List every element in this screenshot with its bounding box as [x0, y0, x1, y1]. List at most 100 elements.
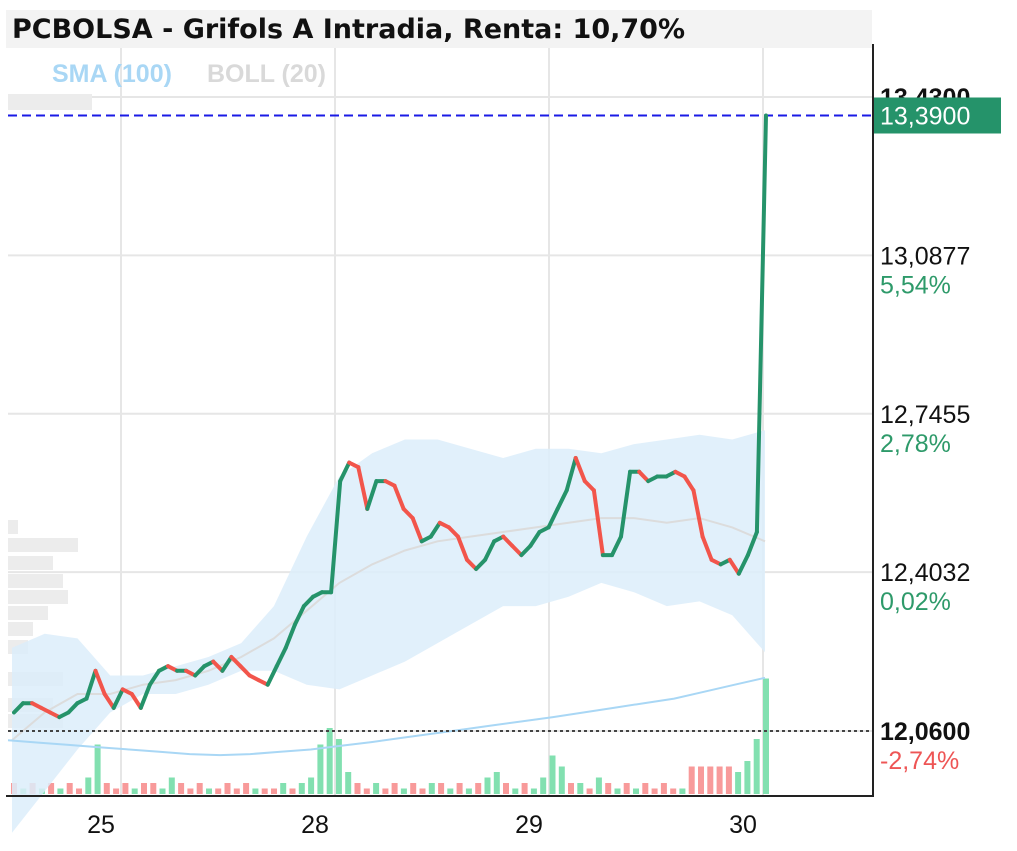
price-segment: [12, 701, 26, 715]
price-segment: [582, 479, 596, 493]
price-segment: [401, 506, 415, 521]
price-segment: [456, 534, 469, 562]
volume-profile-bar: [8, 538, 78, 552]
x-axis: 25 28 29 30: [87, 811, 757, 839]
volume-bar: [335, 739, 342, 794]
volume-bar: [493, 772, 500, 794]
volume-bar: [187, 788, 194, 794]
volume-bar: [614, 788, 621, 794]
volume-bar: [744, 761, 751, 794]
volume-bar: [354, 783, 361, 794]
volume-bar: [103, 783, 110, 794]
y-percent-label: 5,54%: [880, 271, 951, 299]
price-segment: [274, 645, 288, 669]
volume-bar: [289, 788, 296, 794]
price-segment: [564, 456, 578, 493]
volume-bar: [512, 788, 519, 794]
volume-profile-bar: [8, 556, 53, 570]
x-tick-label: 25: [87, 811, 115, 839]
price-segment: [519, 543, 533, 558]
price-segment: [392, 483, 406, 511]
volume-bar: [410, 783, 417, 794]
volume-bar: [178, 783, 185, 794]
price-segment: [682, 474, 696, 493]
volume-bar: [763, 678, 769, 794]
price-segment: [111, 687, 125, 710]
volume-bar: [66, 783, 73, 794]
volume-bar: [196, 783, 203, 794]
price-segment: [510, 543, 524, 558]
volume-bar: [57, 788, 64, 794]
price-segment: [138, 682, 152, 710]
volume-bar: [373, 783, 380, 794]
y-percent-label: -2,74%: [880, 747, 959, 775]
price-segment: [736, 553, 750, 576]
volume-bar: [48, 783, 55, 794]
volume-bar: [716, 766, 723, 794]
volume-bar: [85, 777, 92, 794]
volume-bar: [94, 744, 101, 794]
volume-bar: [465, 788, 472, 794]
price-segment: [365, 479, 379, 511]
volume-bar: [577, 783, 584, 794]
volume-bar: [679, 788, 686, 794]
legend-boll: BOLL (20): [207, 60, 326, 88]
volume-bar: [345, 772, 352, 794]
volume-bar: [280, 783, 287, 794]
volume-profile-bar: [8, 94, 92, 110]
volume-bar: [141, 783, 147, 794]
volume-bar: [363, 788, 370, 794]
volume-bar: [660, 783, 667, 794]
price-segment: [573, 456, 587, 484]
volume-bar: [243, 783, 250, 794]
price-segment: [428, 520, 442, 539]
volume-bar: [438, 783, 445, 794]
volume-bar: [540, 777, 547, 794]
price-segment: [292, 604, 306, 627]
volume-bar: [549, 755, 556, 794]
price-segment: [745, 530, 759, 558]
volume-bar: [651, 788, 658, 794]
volume-bar: [233, 788, 240, 794]
volume-bar: [271, 788, 277, 794]
price-segment: [283, 622, 297, 650]
volume-bar: [698, 766, 704, 794]
y-tick-label: 12,4032: [880, 559, 970, 587]
price-segment: [591, 488, 605, 558]
x-tick-label: 29: [515, 811, 543, 839]
legend-sma: SMA (100): [52, 60, 172, 88]
sma-line-path: [7, 676, 766, 757]
price-segment: [66, 701, 80, 715]
price-segment: [610, 534, 623, 558]
volume-bar: [215, 788, 222, 794]
volume-bar: [159, 788, 166, 794]
price-segment: [84, 668, 98, 701]
volume-bar: [503, 783, 509, 794]
price-segment: [301, 594, 315, 609]
price-segment: [102, 692, 116, 710]
volume-bar: [224, 783, 231, 794]
volume-bar: [206, 788, 212, 794]
price-segment: [700, 534, 714, 562]
volume-bar: [76, 788, 82, 794]
volume-bar: [252, 788, 259, 794]
volume-bar: [456, 783, 463, 794]
price-line: [12, 113, 768, 720]
bollinger-band-area: [12, 430, 765, 833]
volume-bar: [605, 783, 612, 794]
volume-bar: [623, 783, 630, 794]
price-segment: [619, 469, 633, 539]
price-segment: [483, 539, 497, 562]
price-segment: [637, 469, 651, 484]
price-segment: [727, 557, 741, 576]
volume-bar: [261, 788, 268, 794]
volume-bar: [595, 777, 602, 794]
volume-bar: [633, 788, 639, 794]
price-segment: [691, 488, 705, 539]
volume-bar: [586, 788, 593, 794]
price-segment: [265, 664, 279, 687]
y-axis: 13,430013,08775,54%12,74552,78%12,40320,…: [880, 84, 970, 775]
price-segment: [754, 113, 768, 534]
volume-bar: [725, 766, 732, 794]
